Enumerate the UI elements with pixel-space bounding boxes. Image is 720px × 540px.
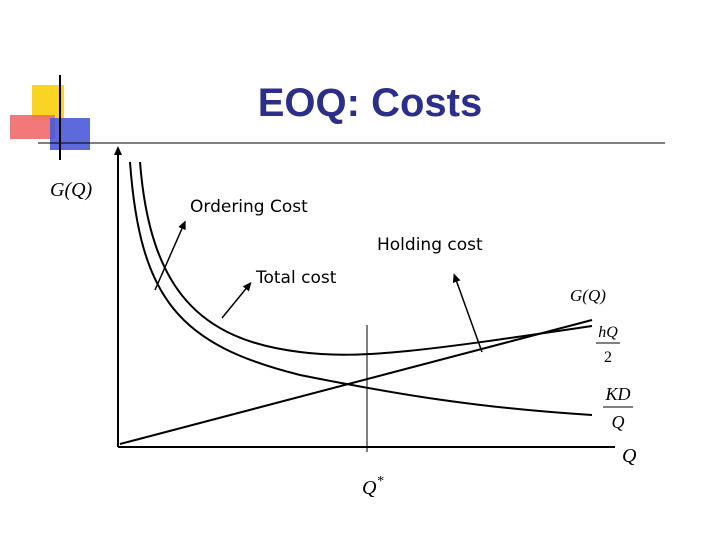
optimum-base: Q — [362, 477, 377, 499]
deco-blue — [50, 118, 90, 150]
total-curve-label: G(Q) — [570, 286, 606, 305]
ordering-numerator: KD — [604, 384, 630, 404]
holding-line — [119, 319, 593, 445]
deco-yellow — [32, 85, 64, 120]
title: EOQ: Costs — [258, 81, 482, 125]
optimum-label: Q* — [362, 474, 383, 499]
ordering-curve — [129, 161, 593, 416]
deco-red — [10, 115, 55, 139]
holding-annotation: Holding cost — [377, 235, 483, 255]
x-axis-label: Q — [622, 445, 637, 467]
ordering-annotation: Ordering Cost — [190, 197, 308, 217]
total-annotation: Total cost — [255, 268, 337, 288]
holding-denominator: 2 — [604, 349, 612, 366]
total-arrow — [221, 281, 252, 319]
ordering-denominator: Q — [612, 412, 625, 432]
y-axis-label: G(Q) — [50, 179, 93, 201]
holding-arrow — [452, 273, 483, 353]
holding-numerator: hQ — [598, 324, 618, 341]
optimum-sup: * — [376, 474, 383, 489]
total-curve — [139, 161, 593, 356]
ordering-arrow — [154, 220, 186, 291]
